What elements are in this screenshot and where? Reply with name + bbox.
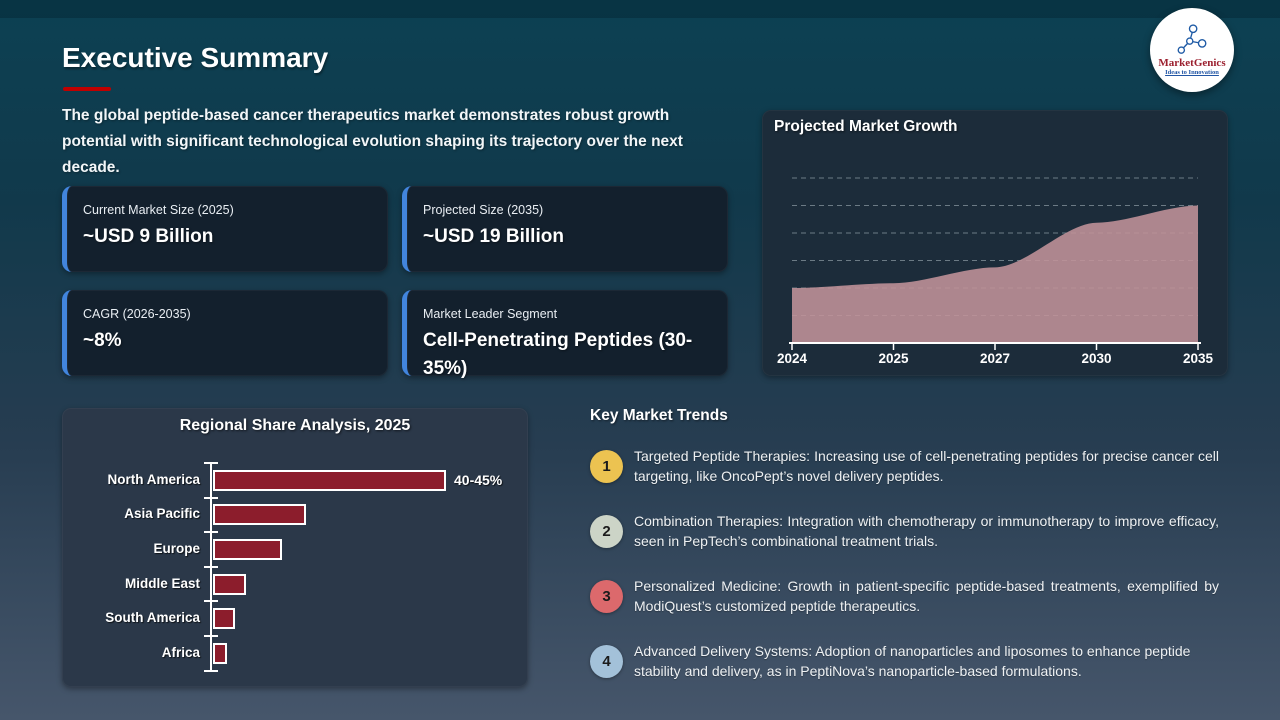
bar-category-label: Middle East — [124, 575, 200, 591]
x-axis-label: 2030 — [1081, 351, 1111, 366]
bar-value-label: 40-45% — [454, 471, 503, 488]
x-axis-label: 2027 — [980, 351, 1010, 366]
stat-card-label: CAGR (2026-2035) — [83, 307, 191, 321]
top-accent-band — [0, 0, 1280, 18]
logo-wordmark: MarketGenics — [1158, 56, 1226, 69]
regional-share-panel: Regional Share Analysis, 2025 North Amer… — [62, 408, 528, 687]
stat-card-0: Current Market Size (2025) ~USD 9 Billion — [62, 186, 388, 272]
trend-number-badge: 3 — [590, 580, 623, 613]
bar-asia-pacific — [213, 504, 306, 526]
category-axis-tick — [204, 669, 218, 672]
regional-chart-title: Regional Share Analysis, 2025 — [179, 417, 411, 434]
bar-category-label: North America — [107, 471, 200, 487]
growth-area-series — [792, 205, 1198, 343]
trend-list: 1 Targeted Peptide Therapies: Increasing … — [590, 447, 1222, 707]
stat-card-label: Market Leader Segment — [423, 307, 558, 321]
growth-chart-title: Projected Market Growth — [774, 118, 958, 135]
molecule-network-icon — [1177, 23, 1207, 54]
bar-europe — [213, 539, 282, 560]
x-axis-label: 2035 — [1183, 351, 1214, 366]
category-axis-tick — [204, 600, 218, 603]
trend-item-3: 3 Personalized Medicine: Growth in patien… — [590, 577, 1222, 616]
x-axis-label: 2024 — [777, 351, 808, 366]
trend-item-1: 1 Targeted Peptide Therapies: Increasing … — [590, 447, 1222, 486]
bar-category-label: Africa — [161, 644, 200, 660]
bar-category-label: Europe — [153, 541, 200, 556]
trend-text: Personalized Medicine: Growth in patient… — [634, 578, 1219, 614]
trend-number-badge: 1 — [590, 450, 623, 483]
bar-africa — [213, 642, 227, 664]
title-underline — [63, 87, 111, 91]
trend-item-2: 2 Combination Therapies: Integration with… — [590, 512, 1222, 551]
category-axis-tick — [204, 462, 218, 464]
trend-item-4: 4 Advanced Delivery Systems: Adoption of … — [590, 642, 1222, 681]
stat-card-label: Projected Size (2035) — [423, 203, 544, 217]
stat-card-1: Projected Size (2035) ~USD 19 Billion — [402, 186, 728, 272]
intro-paragraph: The global peptide-based cancer therapeu… — [62, 107, 683, 176]
category-axis-tick — [204, 635, 218, 637]
trend-text: Targeted Peptide Therapies: Increasing u… — [634, 448, 1219, 484]
bar-category-label: Asia Pacific — [124, 506, 200, 522]
bar-north-america — [213, 469, 446, 491]
stat-card-grid: Current Market Size (2025) ~USD 9 Billion… — [62, 186, 728, 379]
stat-card-2: CAGR (2026-2035) ~8% — [62, 290, 388, 376]
trend-text: Combination Therapies: Integration with … — [634, 513, 1219, 549]
trend-text: Advanced Delivery Systems: Adoption of n… — [634, 643, 1191, 679]
bar-category-label: South America — [105, 610, 200, 626]
key-market-trends-heading: Key Market Trends — [590, 407, 728, 424]
stat-card-value: Cell-Penetrating Peptides (30-35%) — [423, 330, 693, 379]
projected-market-growth-panel: Projected Market Growth 2024 2025 2027 2030… — [762, 110, 1228, 376]
category-axis-tick — [204, 531, 218, 534]
stat-card-label: Current Market Size (2025) — [83, 203, 234, 217]
stat-card-value: ~USD 19 Billion — [423, 226, 564, 247]
marketgenics-logo: MarketGenics Ideas to Innovation — [1150, 8, 1234, 92]
bar-middle-east — [213, 573, 246, 595]
bar-south-america — [213, 608, 235, 630]
stat-card-3: Market Leader Segment Cell-Penetrating Pe… — [402, 290, 728, 379]
trend-number-badge: 4 — [590, 645, 623, 678]
category-axis-tick — [204, 565, 218, 568]
category-axis-tick — [204, 496, 218, 499]
growth-area-chart: 2024 2025 2027 2030 2035 — [777, 177, 1214, 366]
logo-tagline: Ideas to Innovation — [1165, 68, 1219, 76]
page-title: Executive Summary — [62, 42, 329, 73]
stat-card-value: ~8% — [83, 330, 122, 351]
trend-number-badge: 2 — [590, 515, 623, 548]
regional-bar-chart: North America 40-45% Asia Pacific Europe Mid… — [62, 408, 528, 687]
x-axis-label: 2025 — [878, 351, 909, 366]
stat-card-value: ~USD 9 Billion — [83, 226, 214, 247]
